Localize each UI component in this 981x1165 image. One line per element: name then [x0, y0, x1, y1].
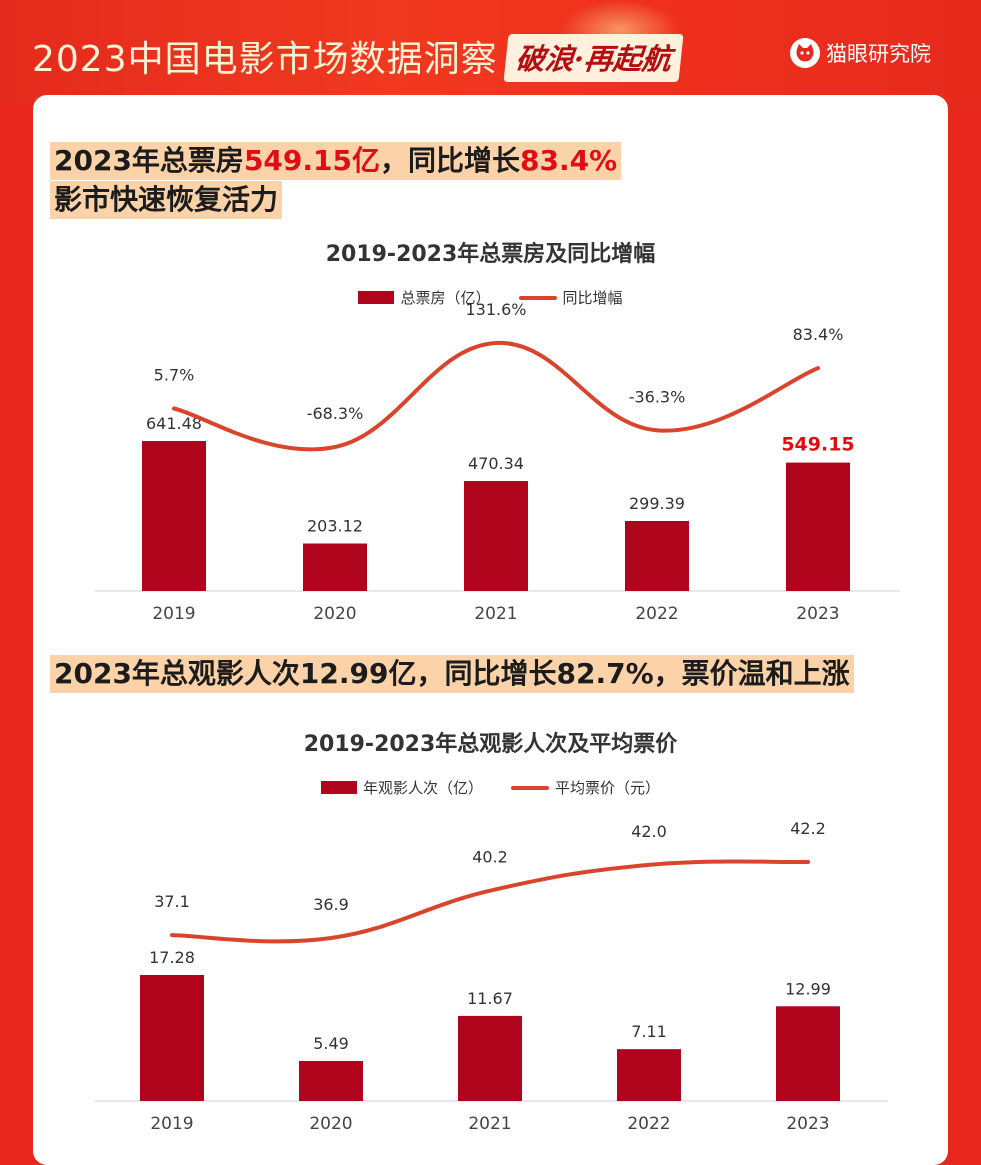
bar-data-label: 299.39: [629, 494, 685, 513]
legend-label: 同比增幅: [562, 289, 623, 307]
line-data-label: -36.3%: [629, 387, 686, 406]
headline-box-office: 2023年总票房549.15亿，同比增长83.4%: [50, 142, 622, 180]
series-line: [172, 340, 820, 452]
brand: 猫眼研究院: [790, 38, 931, 68]
x-tick-label: 2023: [786, 1114, 829, 1134]
line-data-label: 42.2: [790, 819, 826, 838]
header-banner: 2023中国电影市场数据洞察 破浪·再起航 猫眼研究院: [0, 0, 981, 105]
line-data-label: 5.7%: [154, 366, 195, 385]
legend-bar-swatch: [358, 291, 395, 304]
bar-data-label: 203.12: [307, 517, 363, 536]
bar-data-label: 470.34: [468, 454, 524, 473]
x-tick-label: 2021: [474, 604, 517, 624]
line-data-label: 40.2: [472, 848, 508, 867]
legend-label: 平均票价（元）: [555, 779, 661, 797]
legend-item-admissions: 年观影人次（亿）: [320, 777, 483, 798]
bar: [299, 1060, 363, 1101]
bar-data-label: 12.99: [785, 979, 831, 998]
x-tick-label: 2020: [313, 604, 356, 624]
x-tick-label: 2023: [796, 604, 839, 624]
legend-label: 年观影人次（亿）: [362, 779, 483, 797]
legend-label: 总票房（亿）: [400, 289, 491, 307]
line-data-label: 83.4%: [793, 325, 844, 344]
headline-admissions: 2023年总观影人次12.99亿，同比增长82.7%，票价温和上涨: [50, 655, 854, 693]
headline-prefix: 2023年总票房: [54, 144, 244, 177]
headline-growth-value: 83.4%: [520, 144, 618, 177]
line-data-label: 36.9: [313, 895, 349, 914]
bar: [776, 1006, 840, 1101]
bar-data-label: 11.67: [467, 989, 513, 1008]
headline-middle: ，同比增长: [380, 144, 521, 177]
bar-data-label: 549.15: [781, 434, 854, 456]
x-tick-label: 2019: [150, 1114, 193, 1134]
bar: [303, 543, 367, 591]
legend-item-growth: 同比增幅: [518, 287, 623, 308]
brand-name: 猫眼研究院: [826, 42, 931, 66]
chart2-title: 2019-2023年总观影人次及平均票价: [303, 732, 678, 757]
x-tick-label: 2020: [309, 1114, 352, 1134]
chart2-legend: 年观影人次（亿） 平均票价（元）: [0, 777, 981, 798]
legend-item-ticket-price: 平均票价（元）: [511, 777, 660, 798]
bar: [786, 462, 850, 591]
line-data-label: -68.3%: [307, 404, 364, 423]
bar-data-label: 641.48: [146, 414, 202, 433]
legend-item-box-office: 总票房（亿）: [358, 287, 491, 308]
chart1-legend: 总票房（亿） 同比增幅: [0, 287, 981, 308]
headline-subtitle: 影市快速恢复活力: [50, 181, 283, 219]
line-data-label: 42.0: [631, 822, 667, 841]
x-tick-label: 2019: [152, 604, 195, 624]
bar-data-label: 17.28: [149, 948, 195, 967]
bar: [140, 975, 204, 1101]
x-tick-label: 2022: [627, 1114, 670, 1134]
chart1-plot: 641.48 2019 203.12 2020 470.34 2021 299.39 2022…: [95, 300, 900, 624]
legend-line-swatch: [518, 295, 557, 300]
bar-data-label: 5.49: [313, 1034, 349, 1053]
line-data-label: 131.6%: [465, 300, 526, 319]
x-tick-label: 2022: [635, 604, 678, 624]
page-title: 2023中国电影市场数据洞察: [32, 39, 498, 80]
line-data-label: 37.1: [154, 892, 190, 911]
headline-box-office-value: 549.15亿: [243, 144, 380, 177]
x-tick-label: 2021: [468, 1114, 511, 1134]
bar: [458, 1015, 522, 1101]
legend-bar-swatch: [320, 781, 357, 794]
legend-line-swatch: [511, 785, 549, 790]
bar-data-label: 7.11: [631, 1022, 667, 1041]
cat-logo-icon: [790, 38, 820, 68]
bar: [625, 520, 689, 591]
series-line: [170, 859, 810, 944]
chart1-title: 2019-2023年总票房及同比增幅: [325, 242, 656, 267]
bar: [464, 481, 528, 591]
bar: [142, 441, 206, 591]
bar: [617, 1049, 681, 1101]
